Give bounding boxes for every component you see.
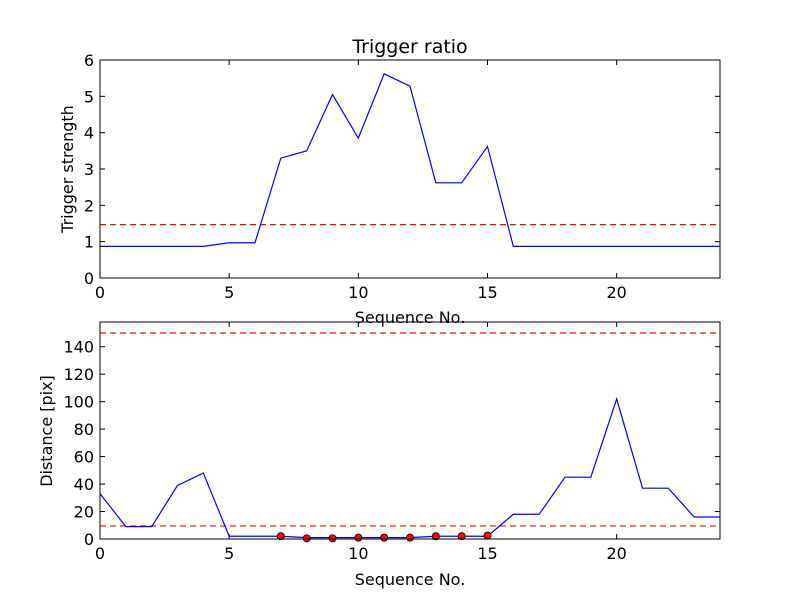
y-tick-label: 4 [84,124,94,143]
y-tick-label: 80 [74,420,94,439]
x-tick-label: 10 [348,544,368,563]
distance-plot-ticks: 0 5 10 15 20 0 20 40 60 80 100 120 140 [63,322,720,563]
y-tick-label: 100 [63,393,94,412]
data-point-marker [328,534,337,543]
trigger-y-axis-label: Trigger strength [58,105,77,234]
y-tick-label: 40 [74,475,94,494]
x-tick-label: 5 [224,283,234,302]
trigger-x-axis-label: Sequence No. [355,308,466,327]
y-tick-label: 20 [74,503,94,522]
trigger-plot-ticks: 0 5 10 15 20 0 1 2 3 4 5 6 [84,51,720,302]
y-tick-label: 0 [84,530,94,549]
trigger-plot-frame [99,59,721,279]
trigger-series [100,72,720,247]
y-tick-label: 120 [63,365,94,384]
plot-title: Trigger ratio [351,36,467,58]
x-tick-label: 5 [224,544,234,563]
distance-markers [276,531,492,543]
y-tick-label: 0 [84,269,94,288]
y-tick-label: 2 [84,196,94,215]
x-tick-label: 15 [477,544,497,563]
y-tick-label: 1 [84,233,94,252]
data-point-marker [431,532,440,541]
y-tick-label: 6 [84,51,94,70]
x-tick-label: 0 [95,283,105,302]
distance-plot-frame [99,321,721,540]
data-point-marker [405,533,414,542]
data-point-marker [483,531,492,540]
distance-threshold-lines [100,332,720,527]
data-point-marker [276,532,285,541]
x-tick-label: 20 [606,544,626,563]
y-tick-label: 60 [74,448,94,467]
data-point-marker [354,533,363,542]
series-line [100,72,720,247]
x-tick-label: 20 [606,283,626,302]
y-tick-label: 140 [63,338,94,357]
distance-y-axis-label: Distance [pix] [37,375,56,487]
x-tick-label: 10 [348,283,368,302]
x-tick-label: 0 [95,544,105,563]
data-point-marker [457,532,466,541]
distance-x-axis-label: Sequence No. [355,570,466,589]
y-tick-label: 3 [84,160,94,179]
data-point-marker [380,533,389,542]
x-tick-label: 15 [477,283,497,302]
y-tick-label: 5 [84,87,94,106]
data-point-marker [302,534,311,543]
